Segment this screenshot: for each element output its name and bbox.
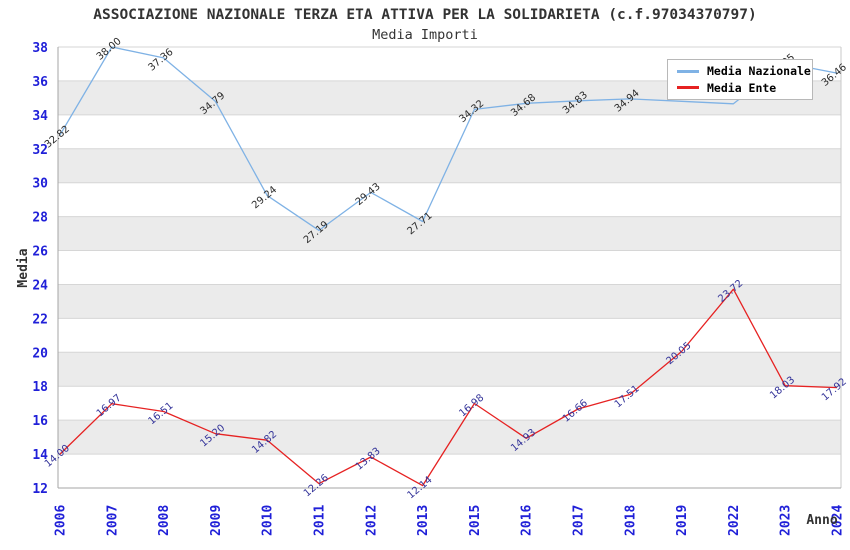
data-point-label: 16.98 bbox=[457, 392, 486, 419]
data-point-label: 29.43 bbox=[354, 181, 383, 208]
y-tick-label: 32 bbox=[32, 143, 48, 158]
legend-line-sample-ente bbox=[677, 86, 699, 90]
x-axis-title: Anno bbox=[806, 513, 837, 528]
data-point-label: 16.97 bbox=[95, 393, 124, 420]
chart-subtitle: Media Importi bbox=[372, 27, 478, 43]
chart-title: ASSOCIAZIONE NAZIONALE TERZA ETA ATTIVA … bbox=[93, 7, 757, 23]
x-tick-label: 2010 bbox=[261, 505, 276, 536]
plot-band bbox=[58, 352, 841, 387]
y-tick-label: 34 bbox=[32, 109, 48, 124]
y-tick-label: 18 bbox=[32, 380, 48, 395]
legend-item-media-ente: Media Ente bbox=[677, 81, 812, 95]
x-tick-label: 2018 bbox=[623, 505, 638, 536]
x-tick-label: 2022 bbox=[727, 505, 742, 536]
x-tick-label: 2013 bbox=[416, 505, 431, 536]
legend-label: Media Nazionale bbox=[707, 64, 811, 79]
legend-line-sample-nazionale bbox=[677, 69, 699, 73]
legend-item-media-nazionale: Media Nazionale bbox=[677, 64, 812, 78]
y-axis-title: Media bbox=[16, 248, 31, 287]
x-tick-label: 2008 bbox=[157, 505, 172, 536]
y-tick-label: 22 bbox=[32, 312, 48, 327]
y-tick-label: 38 bbox=[32, 41, 48, 56]
y-tick-label: 36 bbox=[32, 75, 48, 90]
x-tick-label: 2023 bbox=[779, 505, 794, 536]
x-tick-label: 2009 bbox=[209, 505, 224, 536]
plot-band bbox=[58, 420, 841, 455]
x-tick-label: 2011 bbox=[313, 505, 328, 536]
plot-band bbox=[58, 216, 841, 251]
plot-band bbox=[58, 284, 841, 319]
x-tick-label: 2016 bbox=[520, 505, 535, 536]
data-point-label: 37.36 bbox=[147, 47, 176, 74]
data-point-label: 12.26 bbox=[302, 472, 331, 499]
y-tick-label: 20 bbox=[32, 346, 48, 361]
y-tick-label: 14 bbox=[32, 448, 48, 463]
y-tick-label: 12 bbox=[32, 482, 48, 497]
plot-band bbox=[58, 148, 841, 183]
x-tick-label: 2012 bbox=[364, 505, 379, 536]
x-tick-label: 2019 bbox=[675, 505, 690, 536]
x-tick-label: 2006 bbox=[54, 505, 69, 536]
data-point-label: 38.00 bbox=[95, 36, 124, 63]
series-line-media-ente bbox=[59, 288, 838, 487]
data-point-label: 29.24 bbox=[250, 184, 279, 211]
x-tick-label: 2007 bbox=[105, 505, 120, 536]
y-tick-label: 24 bbox=[32, 278, 48, 293]
series-line-media-nazionale bbox=[59, 46, 838, 232]
y-tick-label: 26 bbox=[32, 245, 48, 260]
x-tick-label: 2017 bbox=[572, 505, 587, 536]
x-tick-label: 2024 bbox=[831, 505, 846, 536]
y-tick-label: 28 bbox=[32, 211, 48, 226]
legend: Media Nazionale Media Ente bbox=[667, 59, 813, 100]
y-tick-label: 16 bbox=[32, 414, 48, 429]
x-tick-label: 2015 bbox=[468, 505, 483, 536]
data-point-label: 32.82 bbox=[43, 124, 72, 151]
data-point-label: 17.51 bbox=[613, 383, 642, 410]
legend-label: Media Ente bbox=[707, 80, 777, 95]
y-tick-label: 30 bbox=[32, 177, 48, 192]
